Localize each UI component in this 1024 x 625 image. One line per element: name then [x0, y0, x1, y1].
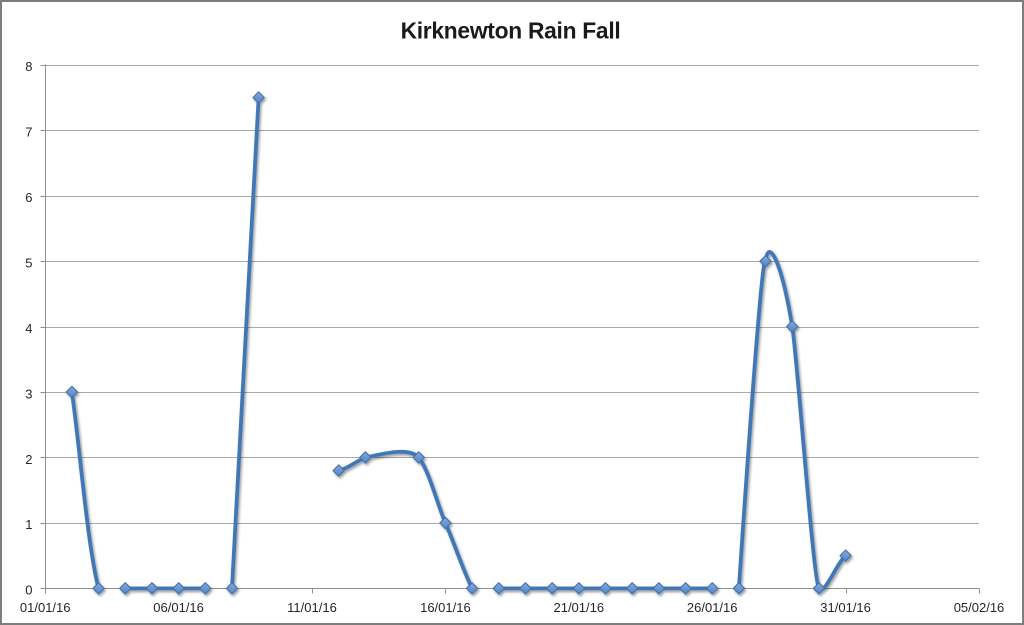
svg-text:2: 2	[25, 452, 32, 467]
svg-text:3: 3	[25, 386, 32, 401]
svg-text:Kirknewton Rain Fall: Kirknewton Rain Fall	[401, 18, 621, 44]
svg-text:31/01/16: 31/01/16	[820, 600, 871, 615]
svg-text:26/01/16: 26/01/16	[687, 600, 738, 615]
svg-text:06/01/16: 06/01/16	[153, 600, 204, 615]
svg-text:5: 5	[25, 255, 32, 270]
svg-text:01/01/16: 01/01/16	[20, 600, 71, 615]
svg-text:0: 0	[25, 583, 32, 598]
svg-text:7: 7	[25, 125, 32, 140]
svg-text:8: 8	[25, 59, 32, 74]
svg-text:05/02/16: 05/02/16	[954, 600, 1005, 615]
svg-text:6: 6	[25, 190, 32, 205]
svg-text:21/01/16: 21/01/16	[553, 600, 604, 615]
svg-text:1: 1	[25, 517, 32, 532]
svg-text:16/01/16: 16/01/16	[420, 600, 471, 615]
svg-text:4: 4	[25, 321, 32, 336]
svg-text:11/01/16: 11/01/16	[287, 600, 337, 615]
